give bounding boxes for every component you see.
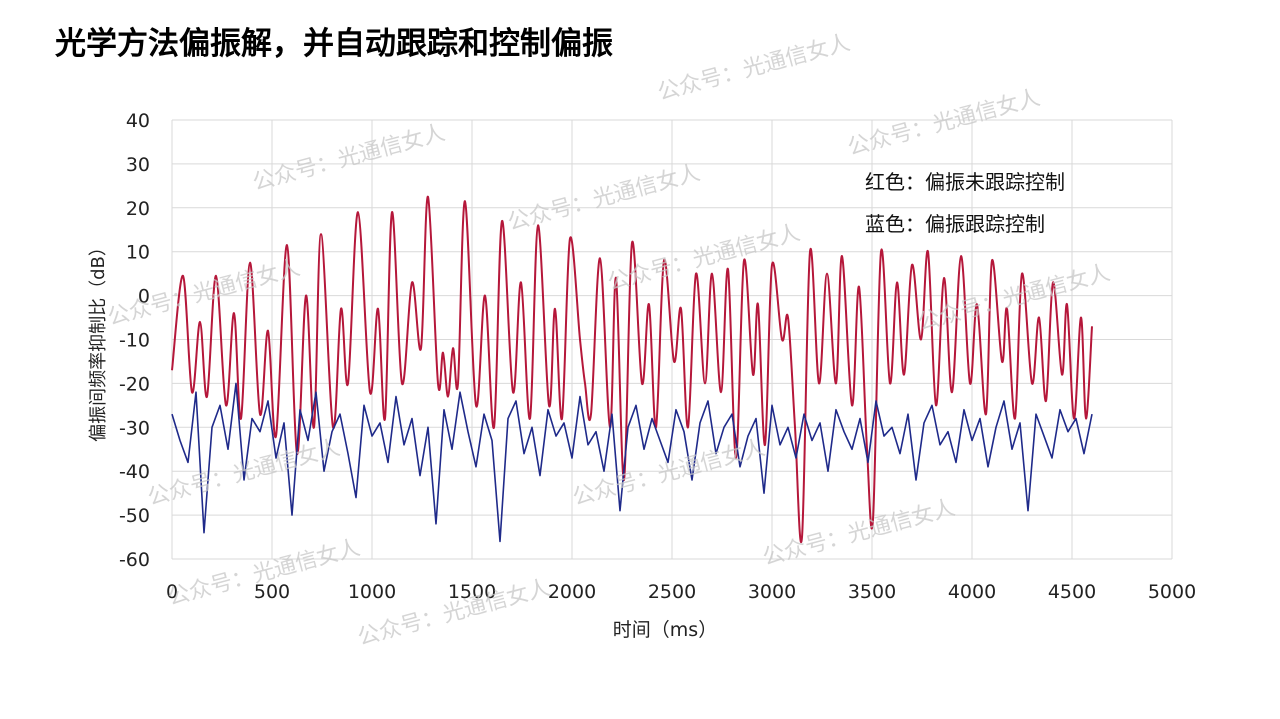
y-tick-label: -40 — [119, 461, 150, 483]
series-line — [171, 195, 1093, 543]
y-tick-label: -60 — [119, 549, 150, 571]
legend-label: 蓝色：偏振跟踪控制 — [865, 212, 1045, 236]
x-axis-label: 时间（ms） — [613, 619, 717, 641]
x-tick-label: 4500 — [1048, 581, 1096, 603]
chart-title: 光学方法偏振解，并自动跟踪和控制偏振 — [55, 26, 613, 62]
series-line — [171, 382, 1093, 543]
x-tick-label: 2500 — [648, 581, 696, 603]
y-tick-label: 40 — [126, 110, 150, 132]
grid: -60 -50 -40 -30 -20 -10 0 10 20 30 40 0 500 1000 1500 2… — [119, 110, 1196, 603]
y-tick-label: -50 — [119, 505, 150, 527]
y-tick-label: -30 — [119, 417, 150, 439]
x-tick-label: 0 — [166, 581, 178, 603]
y-tick-label: 20 — [126, 198, 150, 220]
x-tick-label: 5000 — [1148, 581, 1196, 603]
y-tick-label: 10 — [126, 242, 150, 264]
y-tick-label: 0 — [138, 286, 150, 308]
x-tick-label: 1500 — [448, 581, 496, 603]
y-axis-label: 偏振间频率抑制比（dB） — [88, 238, 109, 442]
x-tick-label: 3500 — [848, 581, 896, 603]
x-tick-label: 2000 — [548, 581, 596, 603]
plot — [171, 195, 1093, 543]
y-tick-label: 30 — [126, 154, 150, 176]
x-tick-label: 3000 — [748, 581, 796, 603]
x-tick-label: 4000 — [948, 581, 996, 603]
y-tick-label: -10 — [119, 330, 150, 352]
legend-label: 红色：偏振未跟踪控制 — [865, 170, 1065, 194]
y-tick-label: -20 — [119, 373, 150, 395]
x-tick-label: 500 — [254, 581, 290, 603]
x-tick-label: 1000 — [348, 581, 396, 603]
